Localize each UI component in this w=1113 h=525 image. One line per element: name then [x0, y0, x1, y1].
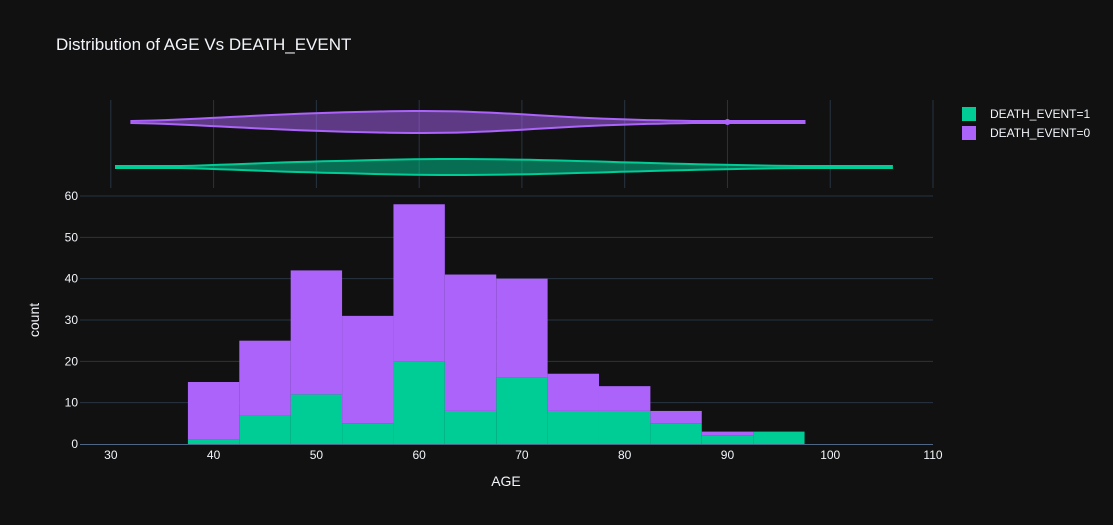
y-tick-label: 40 — [65, 272, 79, 286]
legend-label[interactable]: DEATH_EVENT=0 — [990, 126, 1090, 140]
violin-outlier-point[interactable] — [724, 119, 731, 125]
violin-death-event-1[interactable] — [115, 158, 893, 176]
x-tick-label: 40 — [207, 448, 221, 462]
y-tick-label: 10 — [65, 396, 79, 410]
bar-death-event-1[interactable] — [444, 410, 497, 444]
legend-swatch[interactable] — [962, 126, 976, 140]
x-axis-ticks: 30 40 50 60 70 80 90 100 110 — [104, 448, 943, 462]
bar-death-event-1[interactable] — [290, 394, 343, 444]
bar-death-event-0[interactable] — [290, 270, 343, 395]
bar-death-event-0[interactable] — [547, 373, 599, 411]
histogram-bars — [80, 204, 933, 445]
x-tick-label: 110 — [923, 448, 942, 462]
bar-death-event-0[interactable] — [496, 278, 548, 378]
bar-death-event-0[interactable] — [701, 431, 754, 436]
x-tick-label: 60 — [412, 448, 426, 462]
bar-death-event-1[interactable] — [547, 410, 599, 444]
bar-death-event-0[interactable] — [444, 274, 497, 411]
x-tick-label: 50 — [310, 448, 324, 462]
y-tick-label: 0 — [71, 437, 78, 451]
x-tick-label: 80 — [618, 448, 632, 462]
x-axis-title: AGE — [491, 473, 521, 489]
x-tick-label: 70 — [515, 448, 529, 462]
legend-label[interactable]: DEATH_EVENT=1 — [990, 107, 1090, 121]
bar-death-event-1[interactable] — [187, 439, 240, 444]
violin-plots — [115, 110, 893, 176]
y-tick-label: 30 — [65, 313, 79, 327]
legend[interactable]: DEATH_EVENT=1 DEATH_EVENT=0 — [962, 107, 1090, 140]
bar-death-event-0[interactable] — [187, 382, 240, 440]
y-axis-title: count — [26, 303, 42, 337]
bar-death-event-1[interactable] — [342, 423, 394, 444]
y-tick-label: 60 — [65, 189, 79, 203]
chart-title: Distribution of AGE Vs DEATH_EVENT — [56, 35, 351, 54]
bar-death-event-0[interactable] — [650, 410, 702, 424]
x-tick-label: 100 — [820, 448, 840, 462]
bar-death-event-0[interactable] — [239, 340, 291, 416]
x-tick-label: 90 — [721, 448, 735, 462]
violin-death-event-0[interactable] — [130, 110, 806, 134]
bar-death-event-1[interactable] — [239, 415, 291, 444]
bar-death-event-1[interactable] — [393, 361, 445, 444]
bar-death-event-0[interactable] — [342, 315, 394, 424]
x-tick-label: 30 — [104, 448, 118, 462]
y-tick-label: 50 — [65, 230, 79, 244]
bar-death-event-1[interactable] — [701, 435, 754, 444]
bar-death-event-0[interactable] — [598, 386, 651, 411]
y-tick-label: 20 — [65, 354, 79, 368]
bar-death-event-1[interactable] — [753, 431, 805, 444]
bar-death-event-0[interactable] — [393, 204, 445, 362]
legend-swatch[interactable] — [962, 107, 976, 121]
y-axis-ticks: 0 10 20 30 40 50 60 — [65, 189, 79, 451]
bar-death-event-1[interactable] — [650, 423, 702, 444]
bar-death-event-1[interactable] — [598, 410, 651, 444]
bar-death-event-1[interactable] — [496, 377, 548, 444]
